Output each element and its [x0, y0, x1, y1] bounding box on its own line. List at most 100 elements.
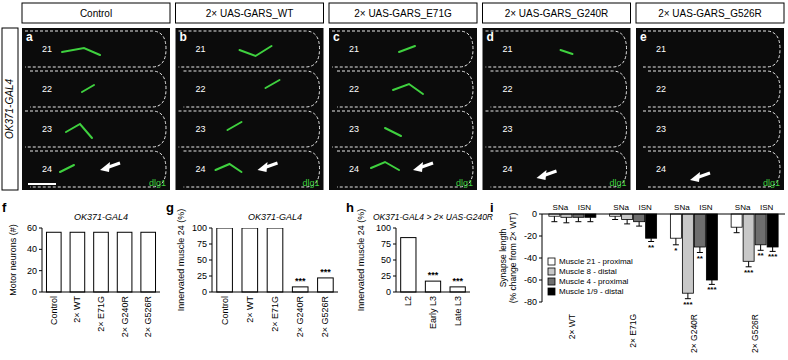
bar: [117, 232, 132, 292]
significance: ***: [428, 270, 439, 280]
y-tick-label: 0: [532, 209, 537, 219]
bar: [318, 278, 334, 292]
significance: ***: [683, 300, 693, 309]
bar: [401, 238, 416, 292]
y-tick: [393, 276, 396, 277]
error-bar: [587, 217, 593, 221]
y-axis-label: Innervated muscle 24 (%): [176, 209, 186, 312]
error-bar: [746, 261, 752, 267]
muscle-outline: [332, 111, 473, 147]
y-tick: [393, 260, 396, 261]
row-label-box: [2, 28, 18, 190]
bar: [694, 214, 705, 247]
muscle-label: 24: [349, 164, 359, 174]
error-bar: [636, 222, 642, 226]
bars: [401, 238, 466, 292]
panel-letter: a: [26, 30, 33, 44]
y-tick-label: -80: [524, 297, 537, 307]
muscle-label: 22: [503, 84, 513, 94]
scale-bar: [28, 183, 56, 185]
x-axis: [42, 292, 160, 293]
muscle-label: 21: [503, 44, 513, 54]
panel-letter: d: [487, 30, 494, 44]
significance: **: [648, 243, 655, 252]
bar: [634, 214, 645, 222]
x-tick-label: 2× G526R: [320, 296, 330, 338]
nmj-stain: [371, 162, 399, 170]
y-tick-label: 75: [197, 239, 207, 249]
x-tick-label: Late L3: [453, 296, 463, 326]
nerve-label: SNa: [553, 203, 569, 212]
error-bar: [624, 220, 630, 224]
muscle-label: 22: [196, 84, 206, 94]
bar: [94, 232, 109, 292]
y-tick: [209, 292, 212, 293]
x-tick-label: 2× G240R: [689, 314, 699, 353]
micrograph: [329, 28, 477, 190]
bar: [292, 287, 308, 292]
y-tick-label: -60: [524, 275, 537, 285]
stain-label: dlg1: [302, 178, 319, 188]
legend-swatch: [548, 268, 555, 275]
panel-letter: i: [490, 200, 494, 215]
error-bar: [758, 245, 764, 251]
nerve-label: SNa: [674, 203, 690, 212]
panel-header-box: [329, 3, 477, 23]
muscle-outline: [486, 111, 627, 147]
muscle-outline: [179, 31, 320, 67]
muscle-outline: [184, 71, 320, 107]
nmj-stain: [399, 46, 415, 52]
y-tick-label: 25: [197, 271, 207, 281]
y-tick-label: 100: [376, 223, 391, 233]
muscle-outline: [643, 31, 780, 67]
nerve-label: ISN: [578, 203, 592, 212]
arrow-head: [690, 172, 700, 182]
x-tick-label: 2× G526R: [750, 314, 760, 353]
muscle-label: 24: [503, 164, 513, 174]
nmj-stain: [66, 124, 92, 138]
muscle-outline: [332, 31, 473, 67]
muscle-outline: [337, 71, 473, 107]
bar: [731, 214, 742, 227]
nmj-stain: [393, 84, 423, 94]
significance: ***: [744, 268, 754, 277]
error-bar: [648, 238, 654, 241]
bar: [425, 281, 440, 292]
bar: [70, 232, 85, 292]
chart-title: OK371-GAL4 > 2× UAS-G240R: [373, 212, 493, 222]
significance: **: [758, 251, 765, 260]
y-tick-label: 0: [202, 287, 207, 297]
nerve-label: SNa: [613, 203, 629, 212]
muscle-outline: [486, 31, 627, 67]
muscle-label: 21: [196, 44, 206, 54]
x-tick-label: 2× G526R: [143, 296, 153, 338]
panel-letter: e: [640, 30, 647, 44]
micrograph: [176, 28, 324, 190]
y-tick-label: 20: [27, 266, 37, 276]
nerve-label: SNa: [735, 203, 751, 212]
bar: [767, 214, 778, 247]
y-tick: [393, 228, 396, 229]
bars: [217, 228, 333, 292]
panel-header: 2× UAS-GARS_G240R: [505, 8, 609, 19]
panel-header: Control: [80, 8, 112, 19]
muscle-label: 24: [196, 164, 206, 174]
bar: [267, 228, 283, 292]
muscle-outline: [337, 151, 473, 187]
arrow-head: [537, 170, 547, 180]
bar: [755, 214, 766, 245]
muscle-label: 21: [656, 44, 666, 54]
muscle-label: 23: [196, 124, 206, 134]
panel-header-box: [22, 3, 170, 23]
y-tick: [209, 276, 212, 277]
x-tick-label: 2× E71G: [628, 314, 638, 348]
muscle-outline: [648, 151, 780, 187]
x-tick-label: 2× E71G: [270, 296, 280, 332]
nmj-stain: [240, 46, 272, 56]
y-tick-label: 50: [381, 255, 391, 265]
muscle-outline: [25, 111, 166, 147]
muscle-label: 23: [656, 124, 666, 134]
chart-title: OK371-GAL4: [248, 212, 302, 222]
nmj-stain: [228, 122, 242, 130]
y-tick-label: -40: [524, 253, 537, 263]
